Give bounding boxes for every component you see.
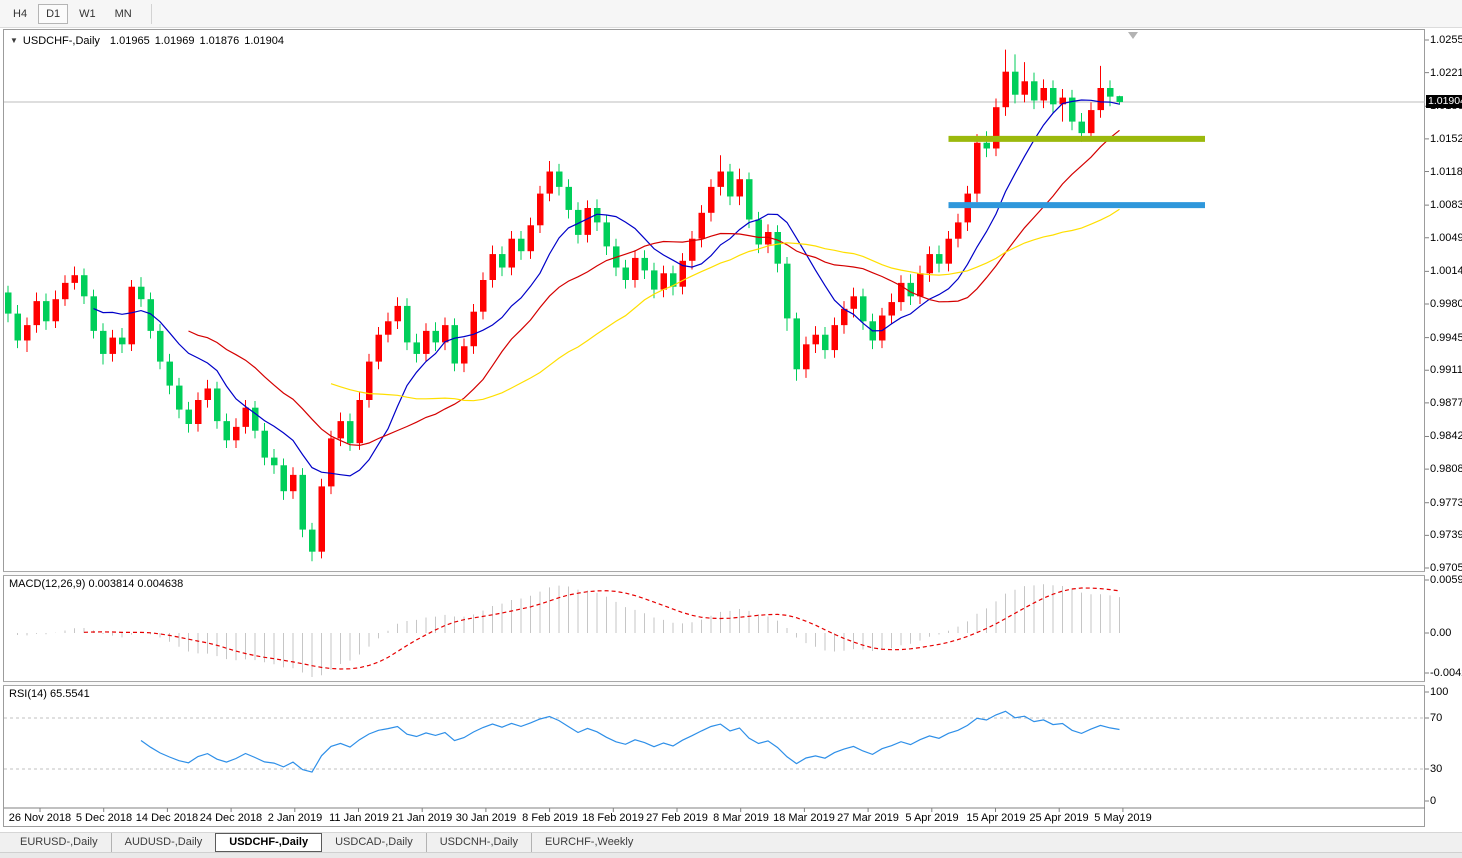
date-axis-label: 24 Dec 2018 (199, 812, 263, 824)
rsi-label: RSI(14) 65.5541 (9, 688, 90, 700)
price-axis-label: 1.00830 (1430, 199, 1462, 211)
pane-separator[interactable] (3, 571, 1425, 576)
timeframe-button-mn[interactable]: MN (107, 4, 140, 24)
chart-tab-bar: EURUSD-,Daily AUDUSD-,Daily USDCHF-,Dail… (0, 832, 1462, 852)
date-axis-label: 14 Dec 2018 (135, 812, 199, 824)
chart-shift-marker-icon[interactable] (1128, 32, 1138, 39)
toolbar-separator (150, 3, 152, 24)
date-axis-label: 15 Apr 2019 (966, 812, 1026, 824)
date-axis-label: 2 Jan 2019 (267, 812, 323, 824)
tab-usdcad-daily[interactable]: USDCAD-,Daily (335, 836, 413, 848)
date-axis-label: 25 Apr 2019 (1029, 812, 1089, 824)
rsi-axis-label: 70 (1430, 712, 1443, 724)
rsi-axis-label: 30 (1430, 763, 1443, 775)
date-axis-label: 11 Jan 2019 (329, 812, 389, 824)
date-axis-label: 21 Jan 2019 (391, 812, 453, 824)
date-axis-label: 5 Apr 2019 (905, 812, 959, 824)
price-axis-label: 1.02550 (1430, 34, 1462, 46)
date-axis-label: 8 Mar 2019 (713, 812, 769, 824)
date-axis-label: 30 Jan 2019 (455, 812, 517, 824)
timeframe-button-h4[interactable]: H4 (5, 4, 35, 24)
macd-signal-line (83, 587, 1120, 670)
price-axis-label: 1.00490 (1430, 232, 1462, 244)
rsi-line (140, 710, 1120, 773)
ohlc-open: 1.01965 (109, 35, 150, 47)
price-axis-label: 1.01520 (1430, 133, 1462, 145)
ohlc-close: 1.01904 (244, 35, 284, 47)
price-pane (4, 49, 1425, 562)
rsi-pane (4, 710, 1425, 773)
date-axis-label: 5 Dec 2018 (75, 812, 133, 824)
symbol-name: USDCHF-,Daily (22, 35, 100, 47)
date-axis-label: 18 Mar 2019 (773, 812, 835, 824)
ohlc-high: 1.01969 (154, 35, 195, 47)
tab-eurusd-daily[interactable]: EURUSD-,Daily (20, 836, 98, 848)
ma-line-10 (93, 99, 1120, 477)
date-axis-label: 27 Feb 2019 (646, 812, 708, 824)
date-axis-label: 27 Mar 2019 (837, 812, 899, 824)
macd-pane (17, 584, 1120, 677)
tab-usdchf-daily[interactable]: USDCHF-,Daily (215, 833, 323, 852)
pane-separator[interactable] (3, 681, 1425, 686)
chart-window (3, 29, 1425, 827)
price-axis-label: 1.02210 (1430, 67, 1462, 79)
date-axis-label: 8 Feb 2019 (522, 812, 578, 824)
macd-axis-label: -0.004243 (1430, 667, 1462, 679)
rsi-axis-label: 100 (1430, 686, 1449, 698)
date-axis-label: 26 Nov 2018 (8, 812, 72, 824)
macd-axis-label: 0.00 (1430, 627, 1452, 639)
date-axis-label: 18 Feb 2019 (582, 812, 644, 824)
current-price-badge: 1.01904 (1426, 95, 1462, 108)
chart-title: ▼ USDCHF-,Daily 1.01965 1.01969 1.01876 1.019… (10, 35, 289, 47)
tab-audusd-daily[interactable]: AUDUSD-,Daily (110, 833, 216, 852)
ohlc-low: 1.01876 (199, 35, 240, 47)
ma-line-20 (188, 129, 1120, 447)
timeframe-button-w1[interactable]: W1 (71, 4, 104, 24)
symbol-dropdown-icon[interactable]: ▼ (10, 36, 18, 45)
ma-line-35 (330, 208, 1120, 402)
date-axis-label: 5 May 2019 (1094, 812, 1152, 824)
bottom-scrollbar[interactable] (0, 852, 1462, 858)
toolbar: H4 D1 W1 MN (0, 0, 1462, 28)
timeframe-button-d1[interactable]: D1 (38, 3, 69, 24)
tab-usdcnh-daily[interactable]: USDCNH-,Daily (425, 833, 531, 852)
tab-eurchf-weekly[interactable]: EURCHF-,Weekly (530, 833, 646, 852)
candles-layer (5, 49, 1123, 562)
macd-label: MACD(12,26,9) 0.003814 0.004638 (9, 578, 184, 590)
rsi-axis-label: 0 (1430, 795, 1437, 807)
price-axis-label: 1.01180 (1430, 166, 1462, 178)
macd-axis-label: 0.00597 (1430, 574, 1462, 586)
